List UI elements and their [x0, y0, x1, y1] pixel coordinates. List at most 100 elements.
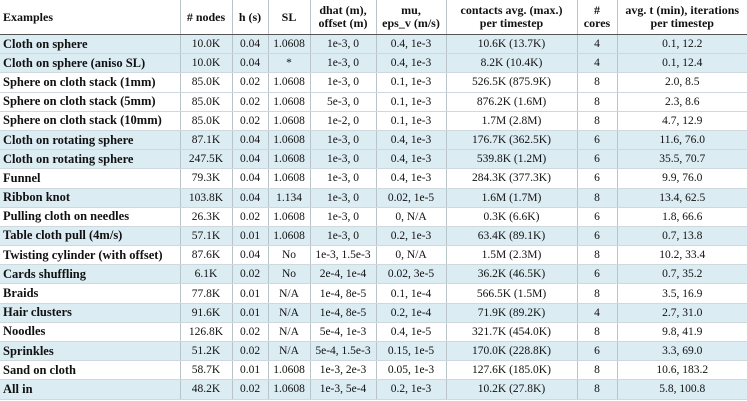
table-cell: 4.7, 12.9 — [616, 111, 747, 131]
header-cell: # nodes — [179, 0, 232, 35]
table-cell: 0.05, 1e-3 — [375, 360, 446, 381]
table-cell: 8 — [576, 111, 617, 131]
table-cell: 566.5K (1.5M) — [445, 283, 577, 304]
table-cell: 0.3K (6.6K) — [445, 207, 577, 227]
table-cell: 1.0608 — [267, 72, 310, 93]
table-cell: 10.0K — [179, 34, 232, 55]
table-cell: 57.1K — [179, 226, 232, 247]
table-cell: 2.0, 8.5 — [616, 72, 747, 93]
table-cell: 1e-3, 5e-4 — [309, 379, 376, 400]
table-cell: No — [267, 264, 310, 285]
table-cell: 6 — [576, 130, 617, 151]
table-cell: 0.02 — [231, 111, 268, 131]
table-cell: 51.2K — [179, 341, 232, 362]
table-cell: 1.6M (1.7M) — [445, 188, 577, 208]
table-cell: 10.2K (27.8K) — [445, 379, 577, 400]
table-cell: 1.0608 — [267, 111, 310, 131]
table-cell: 0.1, 1e-3 — [375, 72, 446, 93]
table-row: Cloth on sphere 10.0K 0.04 1.0608 1e-3, 0 0.4… — [0, 34, 747, 55]
table-cell: 0.4, 1e-3 — [375, 149, 446, 170]
table-row: Sphere on cloth stack (1mm) 85.0K 0.02 1.06… — [0, 72, 747, 93]
table-cell: 8.2K (10.4K) — [445, 53, 577, 74]
table-cell: 1.0608 — [267, 226, 310, 247]
table-row: Hair clusters 91.6K 0.01 N/A 1e-4, 8e-5 0.2, … — [0, 303, 747, 323]
example-name: Sphere on cloth stack (5mm) — [0, 92, 180, 112]
table-row: Cloth on rotating sphere 87.1K 0.04 1.0608 1… — [0, 130, 747, 151]
table-cell: 1.134 — [267, 188, 310, 208]
example-name: Cloth on sphere (aniso SL) — [0, 53, 180, 74]
table-cell: 1.0608 — [267, 168, 310, 189]
table-cell: 91.6K — [179, 303, 232, 323]
example-name: All in — [0, 379, 180, 400]
header-row: Examples # nodes h (s) SL dhat (m), offset (… — [0, 0, 747, 35]
table-cell: 6 — [576, 207, 617, 227]
table-cell: 8 — [576, 322, 617, 343]
table-cell: 58.7K — [179, 360, 232, 381]
table-cell: 1.0608 — [267, 92, 310, 112]
table-cell: 0.04 — [231, 53, 268, 74]
table-cell: 0.02 — [231, 72, 268, 93]
table-cell: 2.7, 31.0 — [616, 303, 747, 323]
table-cell: 0.02 — [231, 341, 268, 362]
table-cell: 0.2, 1e-4 — [375, 303, 446, 323]
table-cell: 87.6K — [179, 245, 232, 266]
table-row: Ribbon knot 103.8K 0.04 1.134 1e-3, 0 0.02, 1… — [0, 188, 747, 208]
table-cell: 36.2K (46.5K) — [445, 264, 577, 285]
table-cell: 1.0608 — [267, 34, 310, 55]
table-cell: 126.8K — [179, 322, 232, 343]
table-row: Sand on cloth 58.7K 0.01 1.0608 1e-3, 2e-3 0.… — [0, 360, 747, 381]
table-cell: 4 — [576, 53, 617, 74]
table-cell: 9.9, 76.0 — [616, 168, 747, 189]
table-cell: 85.0K — [179, 72, 232, 93]
table-cell: 3.5, 16.9 — [616, 283, 747, 304]
header-cell: dhat (m), offset (m) — [309, 0, 376, 35]
table-cell: 170.0K (228.8K) — [445, 341, 577, 362]
table-row: Braids 77.8K 0.01 N/A 1e-4, 8e-5 0.1, 1e-4 566… — [0, 283, 747, 304]
table-cell: 0.1, 12.2 — [616, 34, 747, 55]
table-cell: 0.04 — [231, 149, 268, 170]
table-cell: 0.04 — [231, 130, 268, 151]
table-cell: 0.15, 1e-5 — [375, 341, 446, 362]
table-cell: 1.0608 — [267, 149, 310, 170]
table-cell: 321.7K (454.0K) — [445, 322, 577, 343]
table-cell: 1e-3, 0 — [309, 226, 376, 247]
table-cell: 6.1K — [179, 264, 232, 285]
table-cell: * — [267, 53, 310, 74]
table-cell: 526.5K (875.9K) — [445, 72, 577, 93]
table-cell: 247.5K — [179, 149, 232, 170]
example-name: Table cloth pull (4m/s) — [0, 226, 180, 247]
table-cell: 0.01 — [231, 226, 268, 247]
table-cell: 9.8, 41.9 — [616, 322, 747, 343]
table-cell: 11.6, 76.0 — [616, 130, 747, 151]
table-row: Table cloth pull (4m/s) 57.1K 0.01 1.0608 1e… — [0, 226, 747, 247]
table-cell: 13.4, 62.5 — [616, 188, 747, 208]
table-cell: 0.02 — [231, 322, 268, 343]
table-cell: 1e-3, 2e-3 — [309, 360, 376, 381]
example-name: Twisting cylinder (with offset) — [0, 245, 180, 266]
table-cell: 71.9K (89.2K) — [445, 303, 577, 323]
table-cell: 35.5, 70.7 — [616, 149, 747, 170]
table-cell: 5e-4, 1e-3 — [309, 322, 376, 343]
table-cell: 10.6K (13.7K) — [445, 34, 577, 55]
table-cell: 8 — [576, 283, 617, 304]
table-cell: 4 — [576, 303, 617, 323]
table-cell: 1e-2, 0 — [309, 111, 376, 131]
example-name: Sphere on cloth stack (1mm) — [0, 72, 180, 93]
example-name: Funnel — [0, 168, 180, 189]
header-cell: mu, eps_v (m/s) — [375, 0, 446, 35]
table-cell: 48.2K — [179, 379, 232, 400]
example-name: Noodles — [0, 322, 180, 343]
table-cell: 8 — [576, 360, 617, 381]
table-row: Cloth on rotating sphere 247.5K 0.04 1.0608… — [0, 149, 747, 170]
table-cell: 0.02 — [231, 264, 268, 285]
table-cell: 1.0608 — [267, 379, 310, 400]
table-row: All in 48.2K 0.02 1.0608 1e-3, 5e-4 0.2, 1e-3… — [0, 379, 747, 400]
table-cell: 1.7M (2.8M) — [445, 111, 577, 131]
table-cell: 0.01 — [231, 283, 268, 304]
example-name: Sand on cloth — [0, 360, 180, 381]
header-cell: contacts avg. (max.) per timestep — [445, 0, 577, 35]
table-cell: 77.8K — [179, 283, 232, 304]
table-cell: 1.0608 — [267, 360, 310, 381]
table-cell: 0, N/A — [375, 207, 446, 227]
